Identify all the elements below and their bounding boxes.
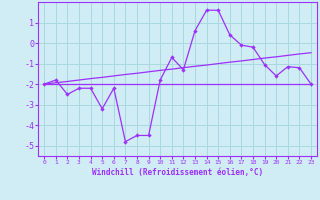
X-axis label: Windchill (Refroidissement éolien,°C): Windchill (Refroidissement éolien,°C) [92,168,263,177]
